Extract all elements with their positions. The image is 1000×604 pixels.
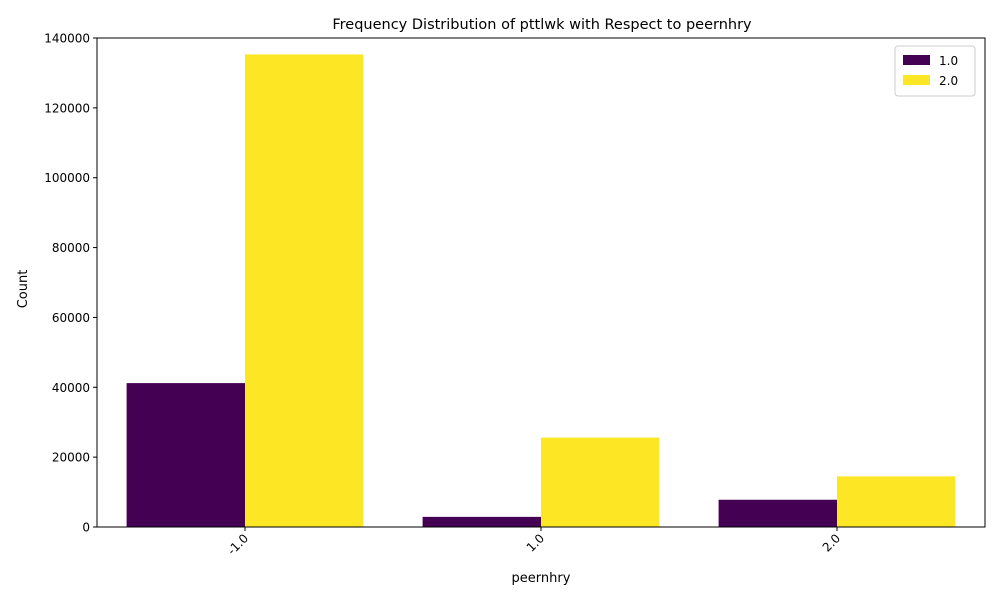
y-tick-label: 60000	[52, 311, 90, 325]
legend-swatch	[903, 55, 930, 65]
legend-label: 2.0	[939, 74, 958, 88]
y-axis: 0 20000 40000 60000 80000 100000 120000 140000	[44, 32, 97, 535]
x-axis-label: peernhry	[512, 571, 571, 586]
plot-border	[96, 37, 986, 528]
x-axis: -1.0 1.0 2.0	[225, 527, 843, 558]
x-tick-label: -1.0	[225, 531, 251, 557]
legend-swatch	[903, 75, 930, 85]
y-tick-label: 0	[82, 521, 90, 535]
bars	[126, 54, 956, 527]
y-tick-label: 120000	[44, 101, 90, 115]
legend: 1.02.0	[894, 45, 976, 97]
x-tick-label: 2.0	[820, 531, 843, 554]
y-tick-label: 80000	[52, 241, 90, 255]
bar-1.0-2.0	[718, 499, 837, 527]
chart-title: Frequency Distribution of pttlwk with Re…	[332, 17, 752, 33]
y-tick-label: 20000	[52, 451, 90, 465]
plot-frame	[96, 37, 986, 528]
y-tick-label: 140000	[44, 32, 90, 46]
y-tick-label: 100000	[44, 171, 90, 185]
y-tick-label: 40000	[52, 381, 90, 395]
x-tick-label: 1.0	[524, 531, 547, 554]
legend-box	[894, 45, 976, 97]
bar-1.0-1.0	[422, 516, 541, 527]
bar-2.0-1.0	[541, 437, 660, 527]
y-axis-label: Count	[16, 270, 31, 309]
bar-1.0--1.0	[126, 383, 245, 527]
bar-2.0-2.0	[837, 476, 956, 527]
bar-2.0--1.0	[245, 54, 364, 527]
legend-label: 1.0	[939, 54, 958, 68]
